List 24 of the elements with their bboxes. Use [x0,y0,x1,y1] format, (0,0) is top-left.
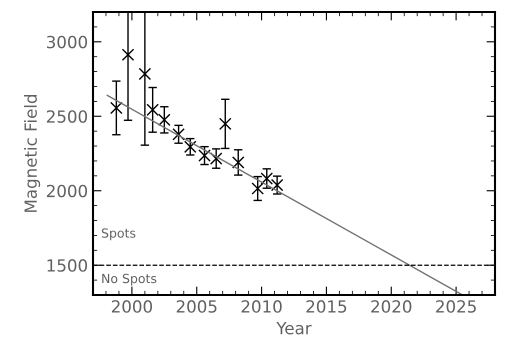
x-tick-label: 2010 [242,300,282,313]
point [184,140,197,154]
x-tick-label: 2015 [306,300,346,313]
x-tick-label: 2005 [176,300,216,313]
x-tick-label: 2020 [371,300,412,313]
x-tick-label: 2025 [436,300,476,313]
annotation: Spots [102,228,136,240]
y-tick-label: 2000 [46,184,88,198]
point [158,114,171,126]
point [138,68,152,80]
point [232,156,244,169]
point [219,118,232,130]
x-tick-label: 2000 [112,300,152,313]
point [122,48,134,61]
point [110,102,123,114]
annotation: No Spots [102,274,156,286]
y-tick-label: 2500 [46,110,88,123]
point [251,182,264,195]
y-axis-title: Magnetic Field [24,94,40,212]
y-tick-label: 3000 [46,36,88,48]
point [260,172,274,185]
y-tick-label: 1500 [48,259,88,272]
point [146,104,159,116]
x-axis-title: Year [276,322,312,334]
